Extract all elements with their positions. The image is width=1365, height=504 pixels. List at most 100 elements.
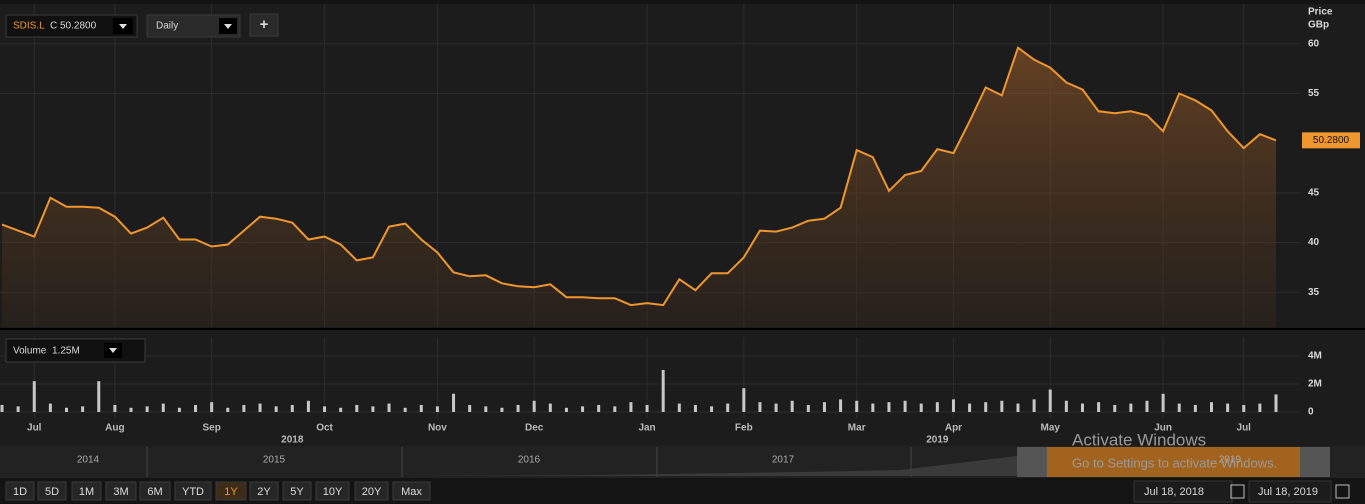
range-button-label: Max [401, 486, 422, 498]
volume-bar [629, 402, 633, 412]
calendar-icon[interactable] [1230, 484, 1245, 499]
range-button-label: YTD [182, 486, 204, 498]
volume-bar [1000, 400, 1004, 412]
volume-bar [1080, 403, 1084, 412]
range-button-label: 1M [79, 486, 94, 498]
volume-bar [1274, 394, 1278, 412]
range-button[interactable] [139, 481, 171, 501]
volume-bar [790, 400, 794, 412]
range-button[interactable] [354, 481, 389, 501]
volume-bar [564, 407, 568, 412]
volume-bar [258, 403, 262, 412]
symbol-box[interactable] [5, 14, 138, 38]
navigator-selection[interactable] [1047, 447, 1300, 477]
volume-bar [1177, 403, 1181, 412]
range-button[interactable] [392, 481, 431, 501]
navigator-year: 2016 [518, 455, 541, 466]
volume-bar [323, 406, 327, 412]
y-tick-label: 4M [1308, 351, 1322, 362]
navigator-handle[interactable] [1017, 447, 1047, 477]
year-label: 2019 [926, 435, 949, 446]
volume-bar [613, 406, 617, 412]
volume-bar [742, 388, 746, 412]
volume-bar [710, 406, 714, 412]
volume-bar [435, 406, 439, 412]
range-button[interactable] [174, 481, 212, 501]
volume-bar [0, 404, 4, 412]
volume-bar [1161, 393, 1165, 412]
navigator-year: 2019 [1219, 455, 1242, 466]
volume-bar [65, 407, 69, 412]
volume-bar [16, 406, 20, 412]
volume-bar [81, 406, 85, 412]
volume-bar [935, 402, 939, 412]
interval: Daily [156, 21, 178, 32]
range-button[interactable] [315, 481, 350, 501]
volume-bar [242, 404, 246, 412]
end-date: Jul 18, 2019 [1258, 486, 1318, 498]
interval-box[interactable] [146, 14, 241, 38]
dropdown-arrow [109, 348, 117, 353]
range-button[interactable] [37, 481, 67, 501]
x-axis-panel [0, 420, 1365, 450]
navigator-years: 2014 2015 2016 2017 2019 [77, 447, 1242, 477]
range-button[interactable] [5, 481, 35, 501]
range-button-label: 5Y [290, 486, 304, 498]
volume-bar [1129, 403, 1133, 412]
volume-bar [1097, 402, 1101, 412]
volume-bar [1145, 400, 1149, 412]
range-button-label: 20Y [362, 486, 382, 498]
volume-bar [661, 369, 665, 412]
volume-bar [1016, 403, 1020, 412]
range-button[interactable] [282, 481, 312, 501]
volume-bar [984, 402, 988, 412]
volume-bar [645, 404, 649, 412]
range-button[interactable] [215, 481, 247, 501]
x-tick-label: Jan [638, 423, 655, 434]
add-button[interactable] [249, 13, 279, 37]
volume-bar [371, 406, 375, 412]
dropdown-arrow [224, 24, 232, 29]
volume-bar [1209, 402, 1213, 412]
range-button-label: 3M [113, 486, 128, 498]
price-area [2, 47, 1276, 327]
volume-bar [500, 407, 504, 412]
year-label: 2018 [281, 435, 304, 446]
volume-bar [161, 403, 165, 412]
range-button[interactable] [105, 481, 137, 501]
range-button[interactable] [249, 481, 279, 501]
y-tick-label: 45 [1308, 187, 1320, 198]
last-price-badge [1302, 132, 1360, 149]
start-date-box[interactable] [1133, 480, 1233, 503]
volume-bar [48, 403, 52, 412]
x-tick-label: Sep [202, 423, 220, 434]
close-label: C 50.2800 [50, 21, 97, 32]
volume-bar [597, 404, 601, 412]
volume-bar [177, 407, 181, 412]
volume-bar [774, 403, 778, 412]
volume-bar [871, 403, 875, 412]
volume-bar [468, 404, 472, 412]
volume-bar [290, 404, 294, 412]
x-tick-label: Jun [1154, 423, 1172, 434]
range-button[interactable] [71, 481, 102, 501]
volume-bar [887, 402, 891, 412]
symbol: SDIS.L [13, 21, 45, 32]
volume-bar [1242, 404, 1246, 412]
last-price-label: 50.2800 [1313, 135, 1350, 146]
y-axis-label: Price [1308, 7, 1333, 18]
navigator-handle[interactable] [1300, 447, 1330, 477]
range-button-label: 1Y [224, 486, 238, 498]
x-tick-label: Apr [945, 423, 962, 434]
y-tick-label: 55 [1308, 88, 1320, 99]
volume-bar [484, 406, 488, 412]
end-date-box[interactable] [1248, 480, 1332, 503]
calendar-icon[interactable] [1335, 484, 1350, 499]
volume-bar [145, 406, 149, 412]
volume-bar [387, 403, 391, 412]
x-tick-label: Nov [428, 423, 447, 434]
volume-panel [0, 330, 1365, 420]
